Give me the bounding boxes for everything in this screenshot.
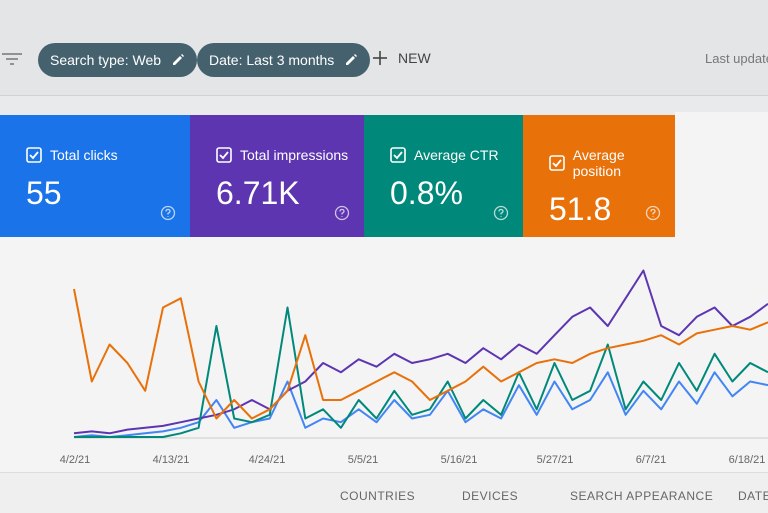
new-button[interactable]: NEW xyxy=(372,50,431,66)
checkbox xyxy=(390,147,406,163)
tab[interactable]: DATES xyxy=(738,489,768,503)
metric-label-row: Average CTR xyxy=(390,147,523,163)
card-strip-rest xyxy=(675,112,768,237)
edit-icon xyxy=(346,54,358,65)
x-tick-label: 4/13/21 xyxy=(153,454,190,466)
checkbox-box xyxy=(390,147,406,163)
tab[interactable]: COUNTRIES xyxy=(340,489,416,503)
metric-label: Average CTR xyxy=(414,147,499,163)
help-mark xyxy=(498,208,504,217)
chip-label: Date: Last 3 months xyxy=(209,52,335,68)
metric-label: Total impressions xyxy=(240,147,349,163)
metric-card[interactable]: Total clicks 55 xyxy=(0,115,190,237)
checkbox-box xyxy=(216,147,232,163)
filter-chip[interactable]: Date: Last 3 months xyxy=(197,43,371,77)
checkbox xyxy=(26,147,42,163)
series-line xyxy=(73,371,768,438)
metric-value: 6.71K xyxy=(216,175,300,211)
metric-card[interactable]: Average position 51.8 xyxy=(523,115,675,237)
tab[interactable]: SEARCH APPEARANCE xyxy=(570,489,714,503)
x-tick-label: 4/2/21 xyxy=(60,454,91,466)
help-circle xyxy=(645,205,661,221)
x-tick-label: 5/5/21 xyxy=(348,454,379,466)
metric-value: 51.8 xyxy=(549,191,612,227)
help-mark xyxy=(165,208,171,217)
checkmark xyxy=(552,159,562,168)
checkbox-box xyxy=(26,147,42,163)
help-mark xyxy=(650,208,656,217)
checkmark xyxy=(29,151,39,160)
checkbox xyxy=(549,155,565,171)
help-circle xyxy=(334,205,350,221)
help-mark xyxy=(339,208,345,217)
metric-label-row: Total clicks xyxy=(26,147,190,163)
metric-label-row: Average position xyxy=(549,147,675,179)
chip-label: Search type: Web xyxy=(50,52,162,68)
x-tick-label: 5/16/21 xyxy=(441,454,478,466)
metric-label: Average position xyxy=(572,147,625,179)
filter-icon[interactable] xyxy=(2,52,22,66)
checkmark xyxy=(219,151,229,160)
help-circle xyxy=(160,205,176,221)
tab[interactable]: DEVICES xyxy=(462,489,519,503)
last-updated: Last updated xyxy=(705,51,768,66)
filter-chip[interactable]: Search type: Web xyxy=(38,43,198,77)
chart-panel: 4/2/21 4/13/21 4/24/21 5/5/21 5/16/21 5/27/21… xyxy=(0,237,768,472)
metric-value: 0.8% xyxy=(390,175,463,211)
help-icon xyxy=(493,205,509,221)
metric-card[interactable]: Total impressions 6.71K xyxy=(190,115,364,237)
toolbar: Search type: Web Date: Last 3 months NEW… xyxy=(0,0,768,96)
new-label: NEW xyxy=(398,50,431,66)
metric-card[interactable]: Average CTR 0.8% xyxy=(364,115,523,237)
metric-label: Total clicks xyxy=(50,147,118,163)
series-line xyxy=(73,269,768,435)
checkbox-box xyxy=(549,155,565,171)
help-icon xyxy=(160,205,176,221)
x-tick-label: 4/24/21 xyxy=(249,454,286,466)
series-line xyxy=(74,306,768,438)
plus-icon xyxy=(373,51,387,65)
metric-value: 55 xyxy=(26,175,62,211)
checkbox xyxy=(216,147,232,163)
x-tick-label: 6/18/21 xyxy=(729,454,766,466)
help-icon xyxy=(334,205,350,221)
metric-label-row: Total impressions xyxy=(216,147,364,163)
help-circle xyxy=(493,205,509,221)
checkmark xyxy=(393,151,403,160)
line-chart: 4/2/21 4/13/21 4/24/21 5/5/21 5/16/21 5/27/21… xyxy=(60,269,768,466)
help-icon xyxy=(645,205,661,221)
tab-bar: COUNTRIES DEVICES SEARCH APPEARANCE DATES xyxy=(0,472,768,513)
x-tick-label: 5/27/21 xyxy=(537,454,574,466)
series-line xyxy=(73,288,768,420)
x-tick-label: 6/7/21 xyxy=(636,454,667,466)
edit-icon xyxy=(173,54,185,65)
